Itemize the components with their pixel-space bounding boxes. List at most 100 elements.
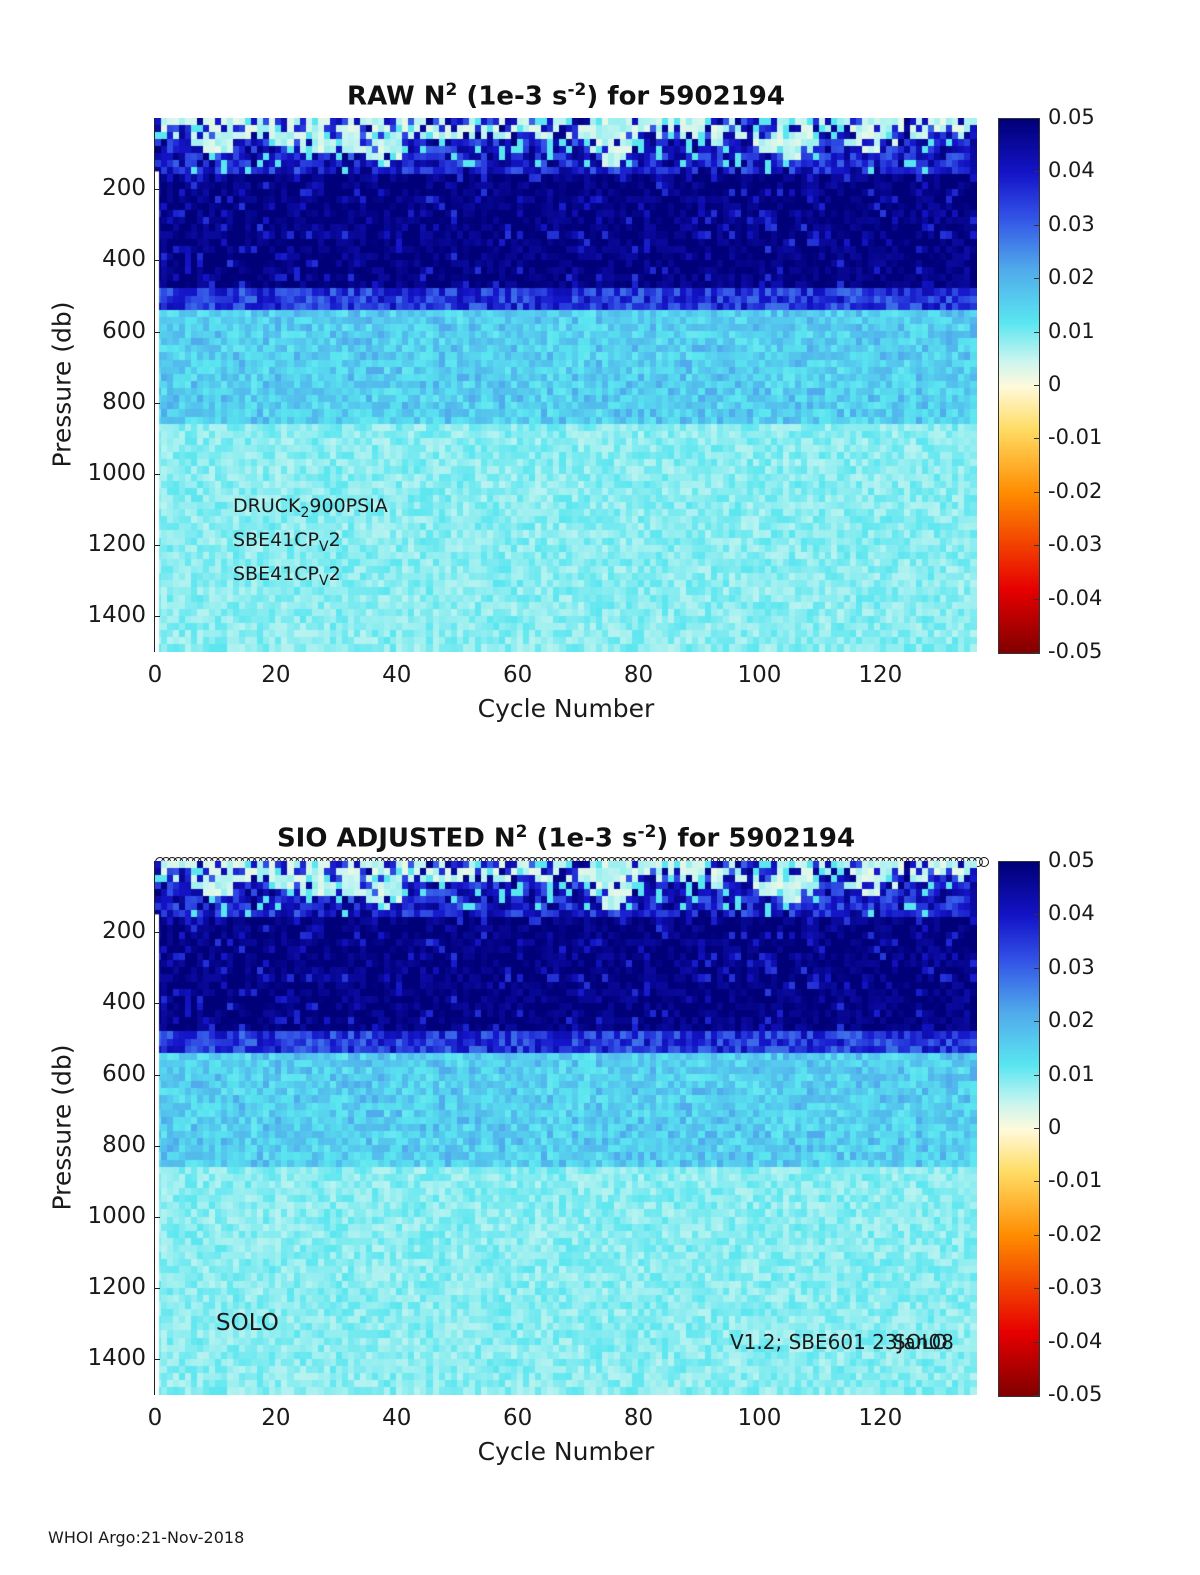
colorbar-tick-label: 0.01 — [1048, 1061, 1095, 1086]
colorbar-tick-mark — [1034, 652, 1039, 653]
y-tick-mark — [155, 402, 160, 404]
colorbar — [998, 861, 1040, 1397]
colorbar-tick-label: 0.05 — [1048, 848, 1095, 872]
plot-title: SIO ADJUSTED N2 (1e-3 s-2) for 5902194 — [276, 822, 856, 854]
version-label-overlap: SOLO — [893, 1330, 948, 1354]
colorbar-tick-mark — [1034, 385, 1039, 386]
y-axis-label: Pressure (db) — [47, 1044, 77, 1211]
y-tick-label: 1200 — [87, 531, 146, 558]
colorbar-tick-label: -0.05 — [1048, 1382, 1103, 1406]
y-tick-mark — [155, 1003, 160, 1005]
y-tick-label: 600 — [102, 1060, 146, 1087]
colorbar-tick-mark — [1034, 914, 1039, 916]
footer-credit: WHOI Argo:21-Nov-2018 — [48, 1528, 245, 1547]
colorbar-tick-mark — [1034, 967, 1039, 969]
colorbar-tick-mark — [1034, 598, 1039, 600]
heatmap-cells — [155, 861, 977, 1395]
y-tick-mark — [155, 545, 160, 547]
y-tick-mark — [155, 260, 160, 262]
colorbar-tick-mark — [1034, 438, 1039, 440]
y-tick-mark — [155, 616, 160, 618]
y-axis-line — [154, 118, 155, 652]
colorbar-tick-label: 0 — [1048, 372, 1062, 396]
colorbar — [998, 118, 1040, 654]
y-tick-label: 1200 — [87, 1274, 146, 1301]
colorbar-tick-label: 0.04 — [1048, 158, 1095, 183]
x-tick-label: 0 — [147, 1405, 163, 1431]
float-type-label: SOLO — [216, 1310, 279, 1336]
y-tick-label: 1000 — [87, 1203, 146, 1229]
y-tick-label: 600 — [102, 317, 146, 344]
colorbar-tick-mark — [1034, 331, 1039, 333]
x-tick-label: 120 — [858, 1405, 903, 1431]
y-tick-mark — [155, 474, 160, 475]
y-tick-mark — [155, 1359, 160, 1361]
x-tick-label: 100 — [737, 662, 782, 688]
colorbar-tick-label: -0.03 — [1048, 532, 1103, 557]
heatmap-area — [155, 118, 977, 652]
version-label: V1.2; SBE601 23Jan08 — [730, 1330, 954, 1354]
colorbar-tick-mark — [1034, 1288, 1039, 1290]
heatmap-area — [155, 861, 977, 1395]
colorbar-tick-mark — [1034, 278, 1039, 280]
x-tick-label: 40 — [382, 662, 412, 688]
x-tick-label: 60 — [503, 662, 533, 688]
colorbar-tick-label: 0.03 — [1048, 211, 1095, 236]
colorbar-tick-label: -0.03 — [1048, 1275, 1103, 1300]
y-tick-mark — [155, 1288, 160, 1290]
sensor-annotation-1: DRUCK2900PSIA — [233, 495, 388, 521]
y-tick-label: 1400 — [87, 1345, 146, 1372]
colorbar-tick-label: -0.05 — [1048, 639, 1103, 663]
colorbar-tick-mark — [1034, 1341, 1039, 1343]
colorbar-tick-label: 0.05 — [1048, 105, 1095, 129]
x-axis-label: Cycle Number — [477, 694, 655, 723]
colorbar-tick-mark — [1034, 545, 1039, 547]
x-tick-label: 80 — [623, 1405, 654, 1431]
y-tick-mark — [155, 331, 160, 333]
colorbar-tick-mark — [1034, 491, 1039, 493]
x-axis-label: Cycle Number — [477, 1437, 655, 1466]
y-axis-line — [154, 861, 155, 1395]
heatmap-cells — [155, 118, 977, 652]
colorbar-tick-label: 0.02 — [1048, 1008, 1095, 1033]
sensor-annotation-2: SBE41CPV2 — [233, 529, 341, 555]
x-tick-label: 120 — [858, 662, 903, 688]
y-tick-label: 200 — [102, 918, 146, 945]
colorbar-tick-mark — [1034, 1395, 1039, 1396]
colorbar-tick-mark — [1034, 224, 1039, 226]
colorbar-tick-mark — [1034, 1181, 1039, 1183]
x-tick-label: 0 — [147, 662, 163, 688]
y-tick-label: 800 — [102, 388, 146, 415]
x-tick-label: 40 — [382, 1405, 412, 1431]
colorbar-tick-label: -0.01 — [1048, 425, 1103, 450]
y-tick-mark — [155, 932, 160, 934]
colorbar-tick-mark — [1034, 1074, 1039, 1076]
y-tick-label: 800 — [102, 1131, 146, 1158]
y-tick-mark — [155, 1145, 160, 1147]
colorbar-tick-label: -0.02 — [1048, 1221, 1103, 1246]
y-tick-label: 400 — [102, 246, 146, 273]
plot-title: RAW N2 (1e-3 s-2) for 5902194 — [347, 80, 785, 112]
colorbar-tick-label: -0.04 — [1048, 585, 1103, 610]
sensor-annotation-3: SBE41CPV2 — [233, 563, 341, 589]
x-tick-label: 80 — [623, 662, 654, 688]
y-tick-label: 400 — [102, 989, 146, 1016]
x-tick-label: 20 — [261, 662, 291, 688]
colorbar-tick-label: -0.04 — [1048, 1328, 1103, 1353]
colorbar-tick-mark — [1034, 171, 1039, 173]
colorbar-tick-label: -0.01 — [1048, 1168, 1103, 1193]
y-tick-label: 1400 — [87, 602, 146, 629]
y-tick-label: 1000 — [87, 460, 146, 486]
colorbar-tick-label: 0.04 — [1048, 901, 1095, 926]
y-tick-mark — [155, 189, 160, 191]
colorbar-tick-label: -0.02 — [1048, 478, 1103, 503]
colorbar-tick-label: 0.01 — [1048, 318, 1095, 343]
colorbar-tick-label: 0 — [1048, 1115, 1062, 1139]
x-tick-label: 100 — [737, 1405, 782, 1431]
colorbar-tick-mark — [1034, 1128, 1039, 1129]
qc-marker — [979, 857, 989, 867]
y-axis-label: Pressure (db) — [47, 301, 77, 468]
colorbar-tick-mark — [1034, 118, 1039, 119]
colorbar-tick-label: 0.03 — [1048, 954, 1095, 979]
y-tick-mark — [155, 1217, 160, 1218]
